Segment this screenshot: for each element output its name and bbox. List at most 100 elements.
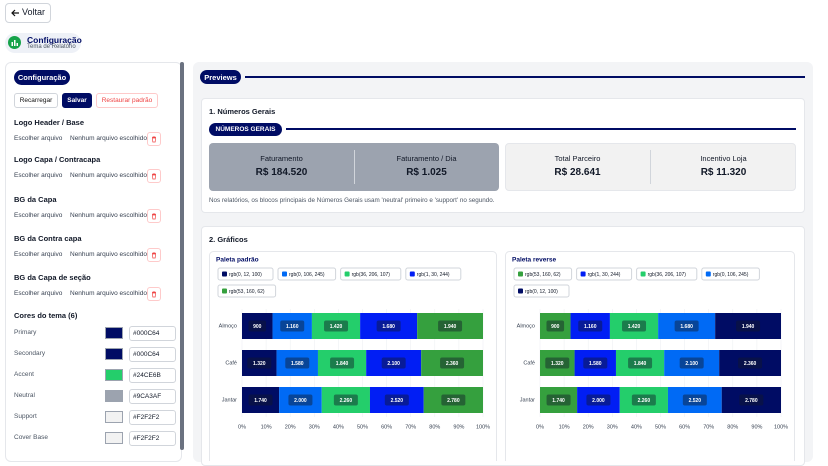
legend-chip [277, 267, 337, 281]
legend-chip [576, 267, 633, 281]
value-label-bg [248, 394, 273, 406]
value-label-bg [248, 320, 267, 332]
bar-segment [719, 350, 781, 376]
bar-segment [574, 350, 616, 376]
bar-segment [279, 387, 322, 413]
value-label: 1.580 [589, 361, 602, 367]
chart: Paleta reverse rgb(53, 160, 62) rgb(1, 30,… [505, 251, 795, 461]
value-label-bg [583, 357, 608, 369]
color-swatch[interactable] [105, 432, 123, 444]
y-tick-label: Jantar [222, 397, 237, 403]
upload-label: Logo Header / Base [14, 118, 85, 127]
x-tick-label: 50% [357, 424, 368, 430]
color-swatch[interactable] [105, 369, 123, 381]
file-button[interactable]: Escolher arquivo [14, 290, 63, 297]
value-label-bg [738, 357, 763, 369]
legend-chip [636, 267, 698, 281]
color-input[interactable]: #9CA3AF [129, 389, 176, 404]
value-label: 1.320 [253, 361, 266, 367]
sidebar-button[interactable]: Recarregar [14, 93, 58, 108]
delete-button[interactable] [147, 169, 161, 183]
stat-value: R$ 11.320 [700, 167, 747, 178]
bar-segment [321, 387, 370, 413]
value-label: 2.000 [592, 398, 605, 404]
sidebar-button[interactable]: Salvar [62, 93, 92, 108]
value-label: 1.420 [330, 324, 343, 330]
color-label: Support [14, 413, 37, 420]
x-tick-label: 50% [655, 424, 666, 430]
bar-segment [540, 350, 575, 376]
bar-segment [540, 313, 571, 339]
color-label: Secondary [14, 350, 46, 357]
value-label-bg [441, 394, 466, 406]
value-label: 2.360 [744, 361, 757, 367]
bar-segment [366, 350, 422, 376]
general-note: Nos relatórios, os blocos principais de … [209, 197, 495, 204]
color-input[interactable]: #24CE6B [129, 368, 176, 383]
file-button[interactable]: Escolher arquivo [14, 135, 63, 142]
x-tick-label: 20% [285, 424, 296, 430]
back-label[interactable]: Voltar [22, 7, 46, 17]
upload-label: BG da Contra capa [14, 234, 82, 243]
x-tick-label: 60% [381, 424, 392, 430]
x-tick-label: 70% [405, 424, 416, 430]
trash-icon [152, 173, 156, 180]
color-input[interactable]: #000C64 [129, 347, 176, 362]
delete-button[interactable] [147, 132, 161, 146]
value-label: 2.260 [638, 398, 651, 404]
file-button[interactable]: Escolher arquivo [14, 212, 63, 219]
x-tick-label: 40% [631, 424, 642, 430]
header-icon [8, 36, 21, 49]
value-label-bg [545, 357, 570, 369]
value-label: 1.740 [254, 398, 267, 404]
sidebar-scrollbar[interactable] [180, 62, 184, 450]
color-swatch[interactable] [105, 327, 123, 339]
value-label-bg [578, 320, 603, 332]
x-tick-label: 60% [679, 424, 690, 430]
legend-label: rgb(36, 206, 107) [648, 272, 687, 278]
file-status: Nenhum arquivo escolhido [70, 251, 147, 258]
file-button[interactable]: Escolher arquivo [14, 251, 63, 258]
delete-button[interactable] [147, 248, 161, 262]
value-label-bg [324, 320, 349, 332]
sidebar-button[interactable]: Restaurar padrão [96, 93, 158, 108]
value-label: 1.740 [552, 398, 565, 404]
y-tick-label: Café [225, 360, 237, 366]
legend-swatch [705, 271, 711, 277]
colors-title: Cores do tema (6) [14, 311, 78, 320]
x-tick-label: 90% [453, 424, 464, 430]
bar-segment [369, 387, 424, 413]
value-label-bg [546, 320, 565, 332]
legend-swatch [640, 271, 646, 277]
legend-label: rgb(1, 30, 244) [417, 272, 450, 278]
legend-label: rgb(1, 30, 244) [588, 272, 621, 278]
color-input[interactable]: #F2F2F2 [129, 410, 176, 425]
file-button[interactable]: Escolher arquivo [14, 172, 63, 179]
delete-button[interactable] [147, 209, 161, 223]
x-tick-label: 10% [559, 424, 570, 430]
bar-segment [615, 350, 665, 376]
chart-title: Paleta reverse [512, 257, 556, 264]
y-tick-label: Jantar [520, 397, 535, 403]
value-label: 1.580 [291, 361, 304, 367]
color-swatch[interactable] [105, 348, 123, 360]
trash-icon [152, 136, 156, 143]
value-label-bg [679, 357, 704, 369]
bar-segment [609, 313, 659, 339]
block-divider [354, 150, 355, 184]
color-input[interactable]: #000C64 [129, 326, 176, 341]
bar-segment [417, 313, 483, 339]
color-swatch[interactable] [105, 411, 123, 423]
color-swatch[interactable] [105, 390, 123, 402]
chart-title: Paleta padrão [216, 257, 259, 264]
bar-segment [721, 387, 781, 413]
value-label-bg [674, 320, 699, 332]
file-status: Nenhum arquivo escolhido [70, 172, 147, 179]
delete-button[interactable] [147, 287, 161, 301]
general-title: 1. Números Gerais [209, 107, 276, 116]
legend-label: rgb(0, 106, 245) [713, 272, 749, 278]
y-tick-label: Café [523, 360, 535, 366]
color-input[interactable]: #F2F2F2 [129, 431, 176, 446]
preview-title: Previews [200, 70, 241, 84]
back-button[interactable] [5, 3, 51, 23]
